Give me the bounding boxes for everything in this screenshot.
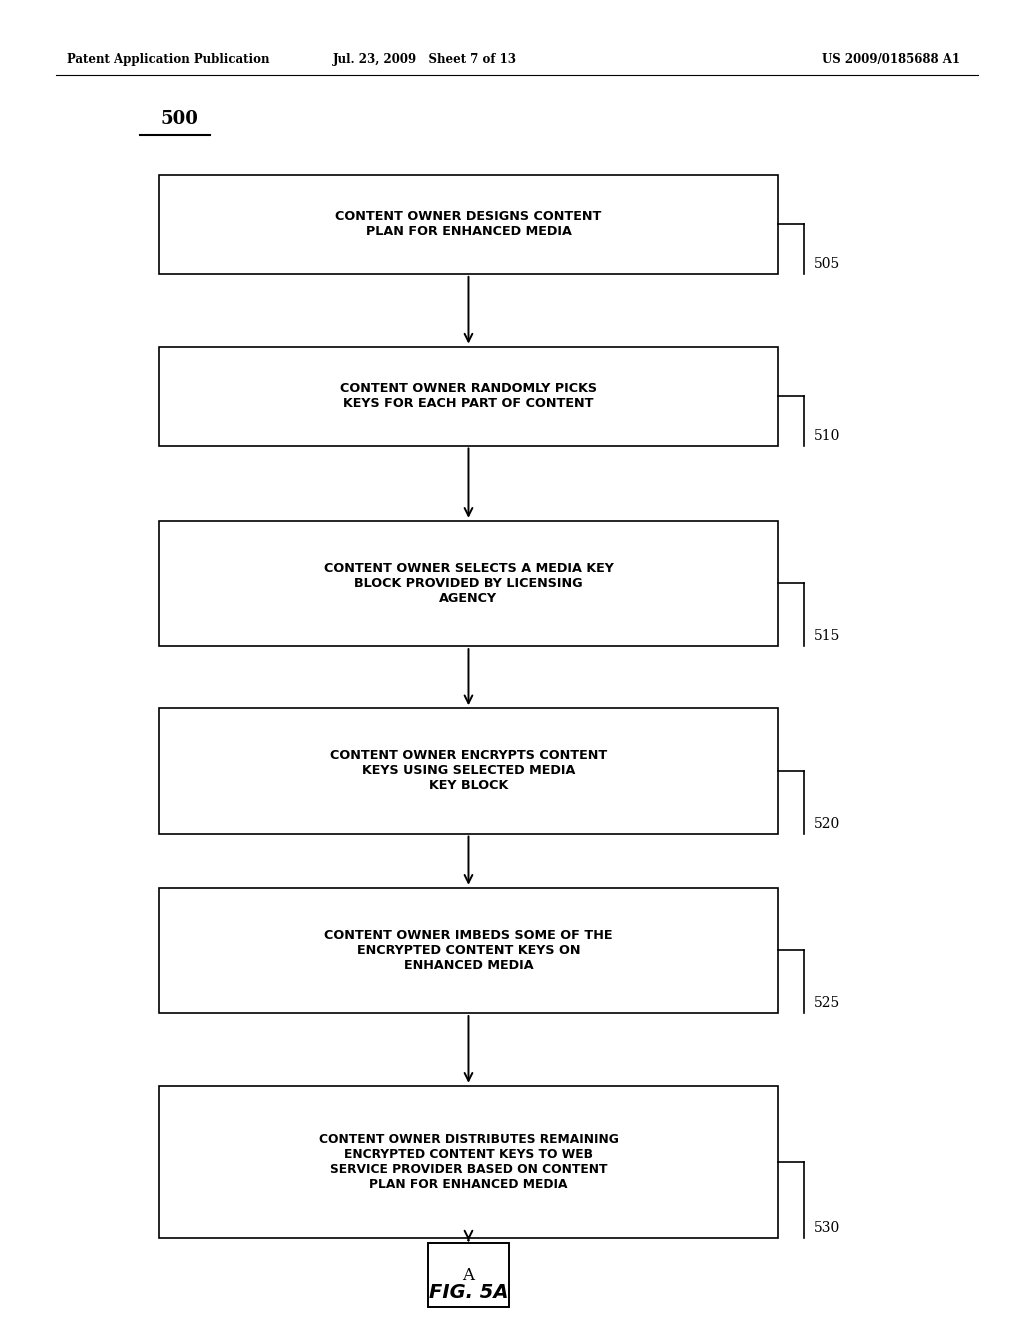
Bar xyxy=(159,887,778,1014)
Text: 505: 505 xyxy=(814,257,841,272)
Text: 515: 515 xyxy=(814,630,841,643)
Text: Patent Application Publication: Patent Application Publication xyxy=(67,53,269,66)
Text: CONTENT OWNER DESIGNS CONTENT
PLAN FOR ENHANCED MEDIA: CONTENT OWNER DESIGNS CONTENT PLAN FOR E… xyxy=(335,210,602,239)
Bar xyxy=(159,1085,778,1238)
Text: 520: 520 xyxy=(814,817,841,832)
Text: CONTENT OWNER SELECTS A MEDIA KEY
BLOCK PROVIDED BY LICENSING
AGENCY: CONTENT OWNER SELECTS A MEDIA KEY BLOCK … xyxy=(324,562,613,605)
Text: 500: 500 xyxy=(161,110,198,128)
Bar xyxy=(428,1243,510,1307)
Text: CONTENT OWNER DISTRIBUTES REMAINING
ENCRYPTED CONTENT KEYS TO WEB
SERVICE PROVID: CONTENT OWNER DISTRIBUTES REMAINING ENCR… xyxy=(318,1133,618,1191)
Bar xyxy=(159,708,778,834)
Text: CONTENT OWNER ENCRYPTS CONTENT
KEYS USING SELECTED MEDIA
KEY BLOCK: CONTENT OWNER ENCRYPTS CONTENT KEYS USIN… xyxy=(330,750,607,792)
Text: CONTENT OWNER IMBEDS SOME OF THE
ENCRYPTED CONTENT KEYS ON
ENHANCED MEDIA: CONTENT OWNER IMBEDS SOME OF THE ENCRYPT… xyxy=(325,929,612,972)
Text: A: A xyxy=(463,1267,474,1283)
Text: FIG. 5A: FIG. 5A xyxy=(429,1283,508,1302)
Text: Jul. 23, 2009   Sheet 7 of 13: Jul. 23, 2009 Sheet 7 of 13 xyxy=(333,53,517,66)
Bar xyxy=(159,346,778,446)
Text: 525: 525 xyxy=(814,997,841,1011)
Bar xyxy=(159,520,778,645)
Text: US 2009/0185688 A1: US 2009/0185688 A1 xyxy=(822,53,959,66)
Text: 510: 510 xyxy=(814,429,841,444)
Text: 530: 530 xyxy=(814,1221,841,1236)
Bar xyxy=(159,176,778,275)
Text: CONTENT OWNER RANDOMLY PICKS
KEYS FOR EACH PART OF CONTENT: CONTENT OWNER RANDOMLY PICKS KEYS FOR EA… xyxy=(340,381,597,411)
